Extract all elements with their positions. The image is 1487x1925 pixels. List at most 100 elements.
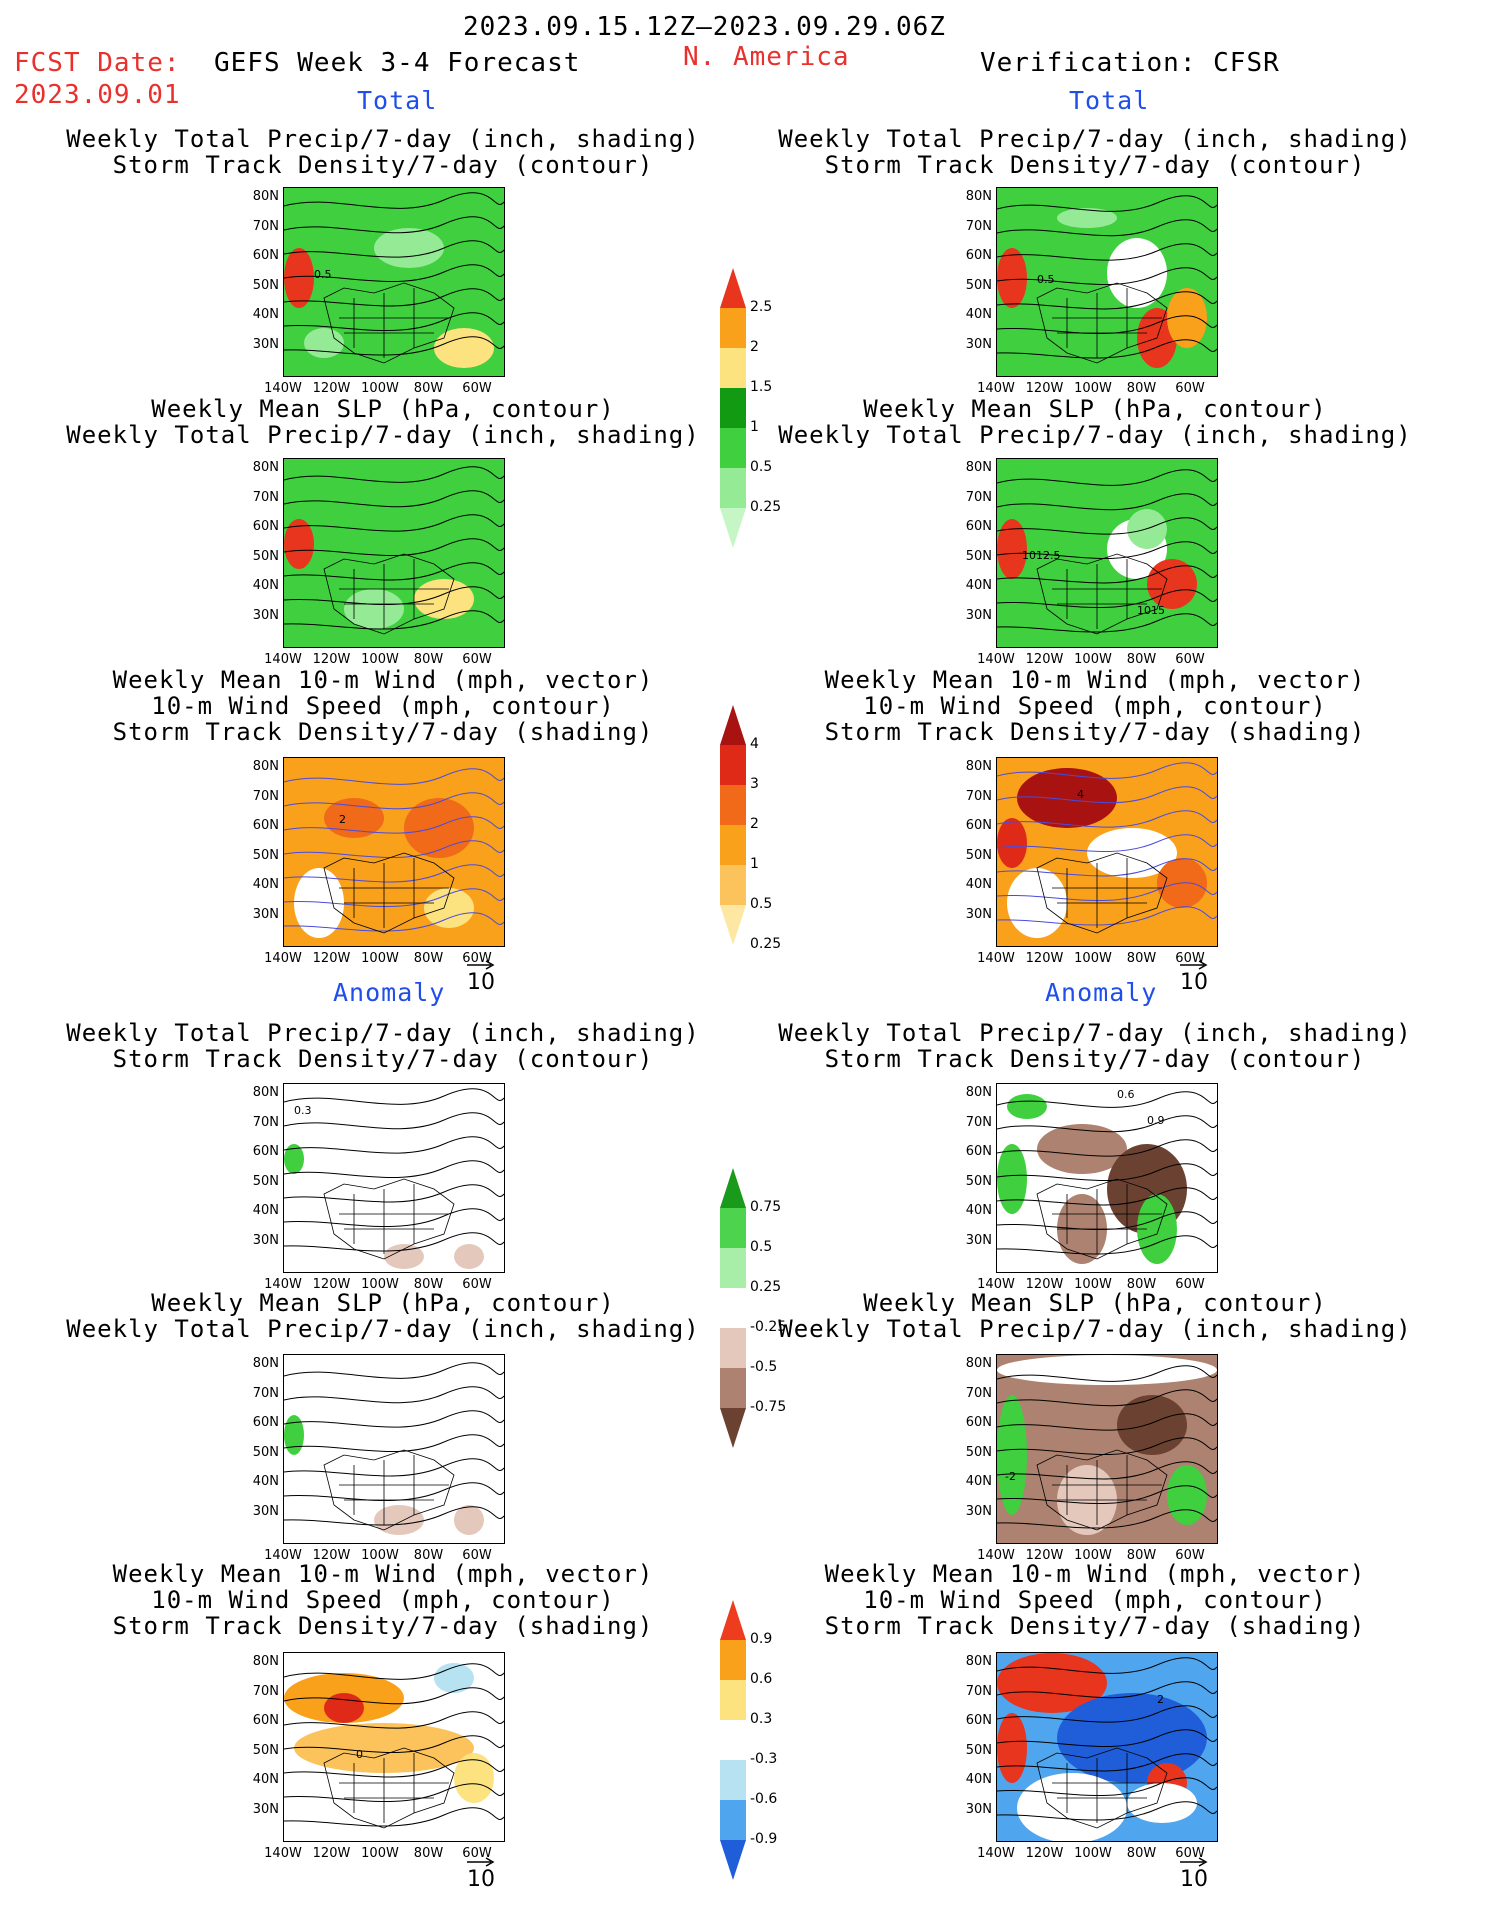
colorbar-label: 1 [750, 856, 759, 872]
shaded-region [404, 798, 474, 858]
lat-tick-label: 70N [252, 489, 279, 505]
panel-title-r2-left: Weekly Mean SLP (hPa, contour) Weekly Tot… [63, 396, 703, 448]
state-boundaries [1036, 282, 1168, 364]
shaded-region [374, 228, 444, 268]
title-line: 10-m Wind Speed (mph, contour) [151, 1586, 615, 1614]
lon-tick-label: 60W [1175, 652, 1205, 667]
section-total-right: Total [1069, 86, 1150, 115]
lon-tick-label: 100W [1074, 1548, 1112, 1563]
colorbar-top-tip [720, 1168, 746, 1208]
lon-tick-label: 120W [1025, 1846, 1064, 1861]
title-line: Weekly Mean SLP (hPa, contour) [863, 1289, 1327, 1317]
state-boundaries [1036, 852, 1168, 934]
lon-tick-label: 80W [413, 1846, 444, 1861]
title-line: Storm Track Density/7-day (contour) [112, 1045, 654, 1073]
state-boundaries [323, 282, 455, 364]
contour-line [284, 816, 504, 834]
lat-tick-label: 70N [252, 1385, 279, 1401]
lon-tick-label: 140W [977, 1277, 1015, 1292]
map-panel-r4-right: 0.6 0.9 [996, 1083, 1218, 1273]
lon-tick-label: 140W [977, 381, 1015, 396]
title-line: Weekly Mean 10-m Wind (mph, vector) [112, 1560, 654, 1588]
state-boundaries [1036, 1178, 1168, 1260]
contour-line [284, 1112, 504, 1130]
contour-line [997, 493, 1217, 511]
lon-tick-label: 100W [361, 1548, 399, 1563]
lat-tick-label: 60N [965, 519, 992, 534]
lat-tick-label: 80N [965, 759, 992, 774]
contour-line [284, 466, 504, 483]
colorbar-label: -0.6 [750, 1791, 778, 1807]
lat-tick-label: 70N [965, 489, 992, 505]
colorbar-segment [720, 348, 746, 388]
colorbar-segment [720, 1288, 746, 1328]
shaded-region [1007, 1094, 1047, 1119]
contour-line [997, 1729, 1217, 1748]
shaded-region [304, 328, 344, 358]
vector-ref-r3-left: 10 [467, 960, 495, 995]
colorbar-label: -0.75 [750, 1399, 787, 1415]
lat-tick-label: 70N [965, 1385, 992, 1401]
lat-tick-label: 30N [965, 1801, 992, 1817]
colorbar-label: 0.25 [750, 1279, 782, 1295]
contour-line [284, 1410, 504, 1428]
title-line: Weekly Mean SLP (hPa, contour) [863, 395, 1327, 423]
contour-label: 2 [1157, 1693, 1164, 1706]
contour-line [997, 1681, 1217, 1699]
lat-tick-label: 80N [965, 189, 992, 204]
contour-label: 0.6 [1117, 1088, 1135, 1101]
colorbar-segment [720, 1720, 746, 1760]
lat-tick-label: 40N [252, 877, 279, 892]
panel-title-r5-left: Weekly Mean SLP (hPa, contour) Weekly Tot… [63, 1290, 703, 1342]
contour-line [997, 1801, 1217, 1821]
colorbar-top-tip [720, 268, 746, 308]
shaded-region [284, 1415, 304, 1455]
shaded-region [1017, 1773, 1127, 1841]
lat-tick-label: 70N [965, 788, 992, 804]
contour-line [284, 562, 504, 581]
model-title: GEFS Week 3-4 Forecast [214, 48, 581, 78]
lat-tick-label: 30N [252, 1232, 279, 1248]
lat-tick-label: 50N [252, 1742, 279, 1758]
contour-line [997, 1235, 1217, 1255]
lon-tick-label: 80W [413, 951, 444, 966]
contour-line [284, 1687, 504, 1705]
contour-line [997, 613, 1217, 633]
title-line: Weekly Total Precip/7-day (inch, shading… [66, 1019, 700, 1047]
section-anomaly-right: Anomaly [1045, 978, 1158, 1007]
lon-tick-label: 100W [361, 1277, 399, 1292]
contour-line [997, 1211, 1217, 1231]
contour-line [284, 1482, 504, 1502]
contour-line [284, 1362, 504, 1379]
contour-label: 0.3 [294, 1104, 312, 1117]
vector-ref-r3-right: 10 [1180, 960, 1208, 995]
contour-line [997, 541, 1217, 560]
lat-tick-label: 40N [965, 578, 992, 593]
lon-tick-label: 80W [413, 1277, 444, 1292]
shaded-region [1117, 1395, 1187, 1455]
colorbar-label: 1.5 [750, 379, 773, 395]
shaded-region [324, 1693, 364, 1723]
lat-tick-label: 60N [252, 1415, 279, 1430]
contour-line [284, 514, 504, 532]
shaded-region [1017, 768, 1117, 828]
state-boundaries [1036, 553, 1168, 635]
shaded-region [344, 589, 404, 629]
shaded-region [454, 1753, 494, 1803]
contour-line [997, 589, 1217, 609]
lat-tick-label: 40N [965, 1772, 992, 1787]
lon-tick-label: 140W [977, 1548, 1015, 1563]
shaded-region [284, 248, 314, 308]
contour-line [284, 1088, 504, 1105]
lon-tick-label: 60W [1175, 381, 1205, 396]
contour-line [997, 315, 1217, 335]
vector-ref-r6-right: 10 [1180, 1857, 1208, 1892]
colorbar-segment [720, 308, 746, 348]
contour-label: 0.5 [1037, 273, 1055, 286]
shaded-region [1107, 238, 1167, 308]
vector-ref-label: 10 [1180, 1867, 1208, 1892]
lat-tick-label: 80N [965, 1654, 992, 1669]
state-boundaries [1036, 1747, 1168, 1829]
lon-tick-label: 120W [312, 381, 351, 396]
lat-tick-label: 70N [252, 1683, 279, 1699]
